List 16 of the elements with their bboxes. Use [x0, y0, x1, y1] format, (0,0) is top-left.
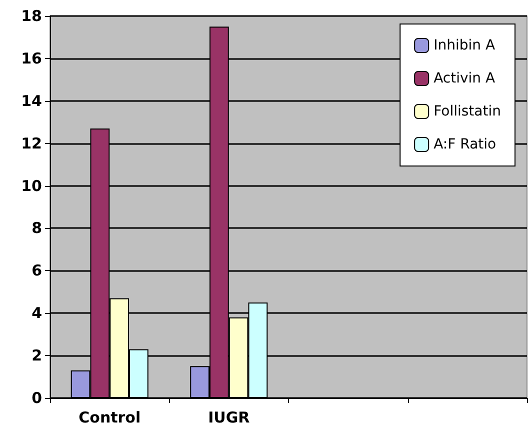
- legend-label: Follistatin: [434, 104, 502, 120]
- legend-label: A:F Ratio: [434, 136, 496, 152]
- y-tick-label: 0: [32, 389, 42, 407]
- legend-label: Inhibin A: [434, 38, 496, 54]
- y-tick-label: 6: [32, 262, 42, 280]
- y-tick-label: 4: [32, 304, 42, 322]
- x-tick-label: IUGR: [208, 408, 250, 426]
- y-tick-label: 18: [21, 7, 42, 25]
- y-tick-label: 12: [21, 134, 42, 152]
- legend-label: Activin A: [434, 70, 496, 86]
- y-tick-label: 16: [21, 49, 42, 68]
- y-tick-label: 14: [21, 92, 42, 110]
- y-tick-label: 2: [32, 346, 42, 365]
- y-tick-label: 8: [32, 219, 42, 238]
- y-tick-label: 10: [21, 176, 42, 195]
- x-tick-label: Control: [78, 408, 141, 426]
